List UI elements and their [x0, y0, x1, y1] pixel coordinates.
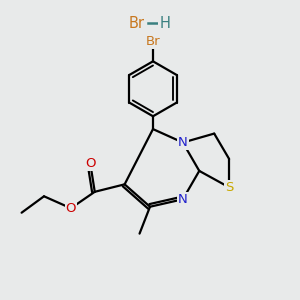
Text: N: N [178, 193, 188, 206]
Text: Br: Br [129, 16, 145, 31]
Text: N: N [178, 136, 188, 149]
Text: S: S [225, 181, 233, 194]
Text: O: O [85, 157, 95, 170]
Text: Br: Br [146, 35, 160, 48]
Text: H: H [160, 16, 170, 31]
Text: O: O [66, 202, 76, 215]
